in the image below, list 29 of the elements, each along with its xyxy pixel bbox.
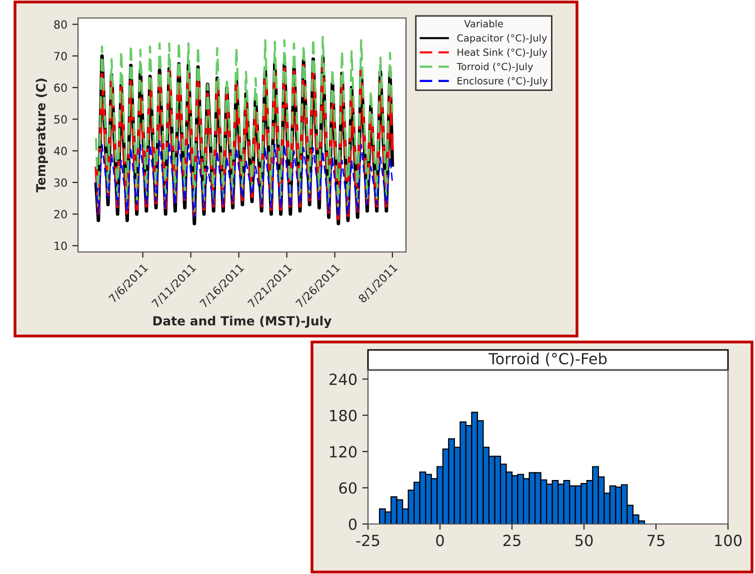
legend-label: Capacitor (°C)-July: [457, 34, 547, 44]
y-tick-label: 20: [54, 210, 67, 218]
y-tick-label: 30: [54, 178, 67, 187]
x-tick-label: 25: [503, 534, 520, 546]
y-tick-label: 60: [339, 482, 357, 494]
line-series: [94, 36, 394, 212]
legend-label: Enclosure (°C)-July: [458, 76, 548, 86]
y-tick-label: 180: [330, 410, 357, 422]
y-tick-label: 0: [348, 518, 357, 530]
y-tick-label: 60: [54, 84, 67, 92]
y-tick-label: 240: [330, 374, 357, 386]
x-axis-title: Date and Time (MST)-July: [153, 316, 332, 328]
x-tick-label: 75: [648, 534, 664, 546]
y-axis-title: Temperature (C): [36, 78, 48, 192]
legend-label: Torroid (°C)-July: [456, 62, 533, 72]
chart-title: Torroid (°C)-Feb: [488, 352, 607, 366]
x-tick-label: -25: [356, 534, 380, 546]
y-tick-label: 80: [54, 20, 67, 29]
y-tick-label: 10: [54, 242, 67, 250]
x-tick-label: 50: [575, 534, 593, 546]
y-tick-label: 120: [330, 446, 357, 458]
line-series: [95, 140, 394, 218]
y-tick-label: 50: [54, 115, 67, 124]
y-tick-label: 40: [54, 146, 67, 156]
legend-title: Variable: [464, 20, 503, 28]
y-tick-label: 70: [54, 52, 67, 60]
x-tick-label: 0: [436, 534, 444, 546]
x-tick-label: 100: [715, 534, 742, 546]
legend-label: Heat Sink (°C)-July: [458, 48, 548, 58]
